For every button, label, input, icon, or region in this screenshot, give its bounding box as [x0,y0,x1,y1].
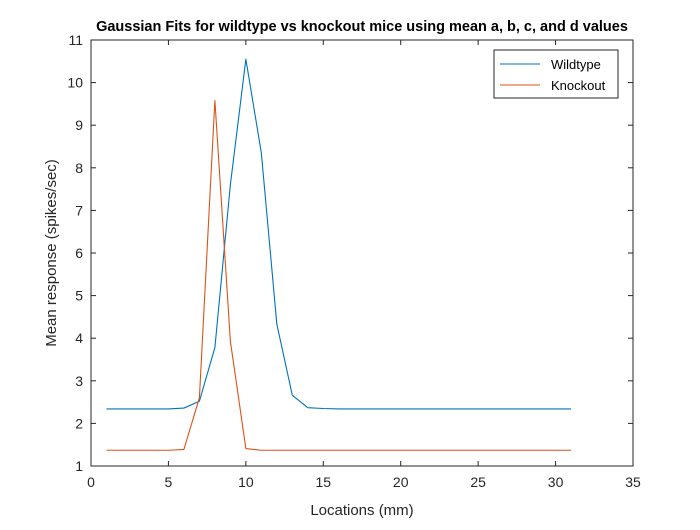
x-tick-label: 20 [393,474,409,490]
chart-title: Gaussian Fits for wildtype vs knockout m… [96,19,628,35]
x-tick-label: 5 [165,474,173,490]
x-tick-label: 0 [87,474,95,490]
series-line-knockout [106,99,572,451]
legend-label-wildtype: Wildtype [551,57,601,72]
plot-area: 0 5 10 15 20 25 30 35 1 2 3 4 5 6 7 8 9 10 11 Wildtype Knock… [67,32,641,490]
x-tick-label: 10 [238,474,254,490]
x-tick-label: 30 [548,474,564,490]
y-tick-label: 7 [75,202,83,218]
x-tick-label: 15 [315,474,331,490]
legend-label-knockout: Knockout [551,78,606,93]
y-tick-label: 9 [75,117,83,133]
axes-box [90,39,634,467]
y-axis-label: Mean response (spikes/sec) [43,159,60,347]
y-tick-label: 10 [67,75,83,91]
y-tick-label: 1 [75,458,83,474]
y-tick-label: 2 [75,415,83,431]
x-tick-label: 35 [625,474,641,490]
y-tick-label: 6 [75,245,83,261]
x-tick-label: 25 [470,474,486,490]
y-tick-label: 11 [68,32,83,48]
series-line-wildtype [106,58,572,410]
y-tick-label: 3 [75,373,83,389]
y-tick-label: 8 [75,160,83,176]
y-tick-label: 4 [75,330,83,346]
legend-box [493,49,619,99]
x-axis-label: Locations (mm) [310,502,413,519]
y-tick-label: 5 [75,288,83,304]
